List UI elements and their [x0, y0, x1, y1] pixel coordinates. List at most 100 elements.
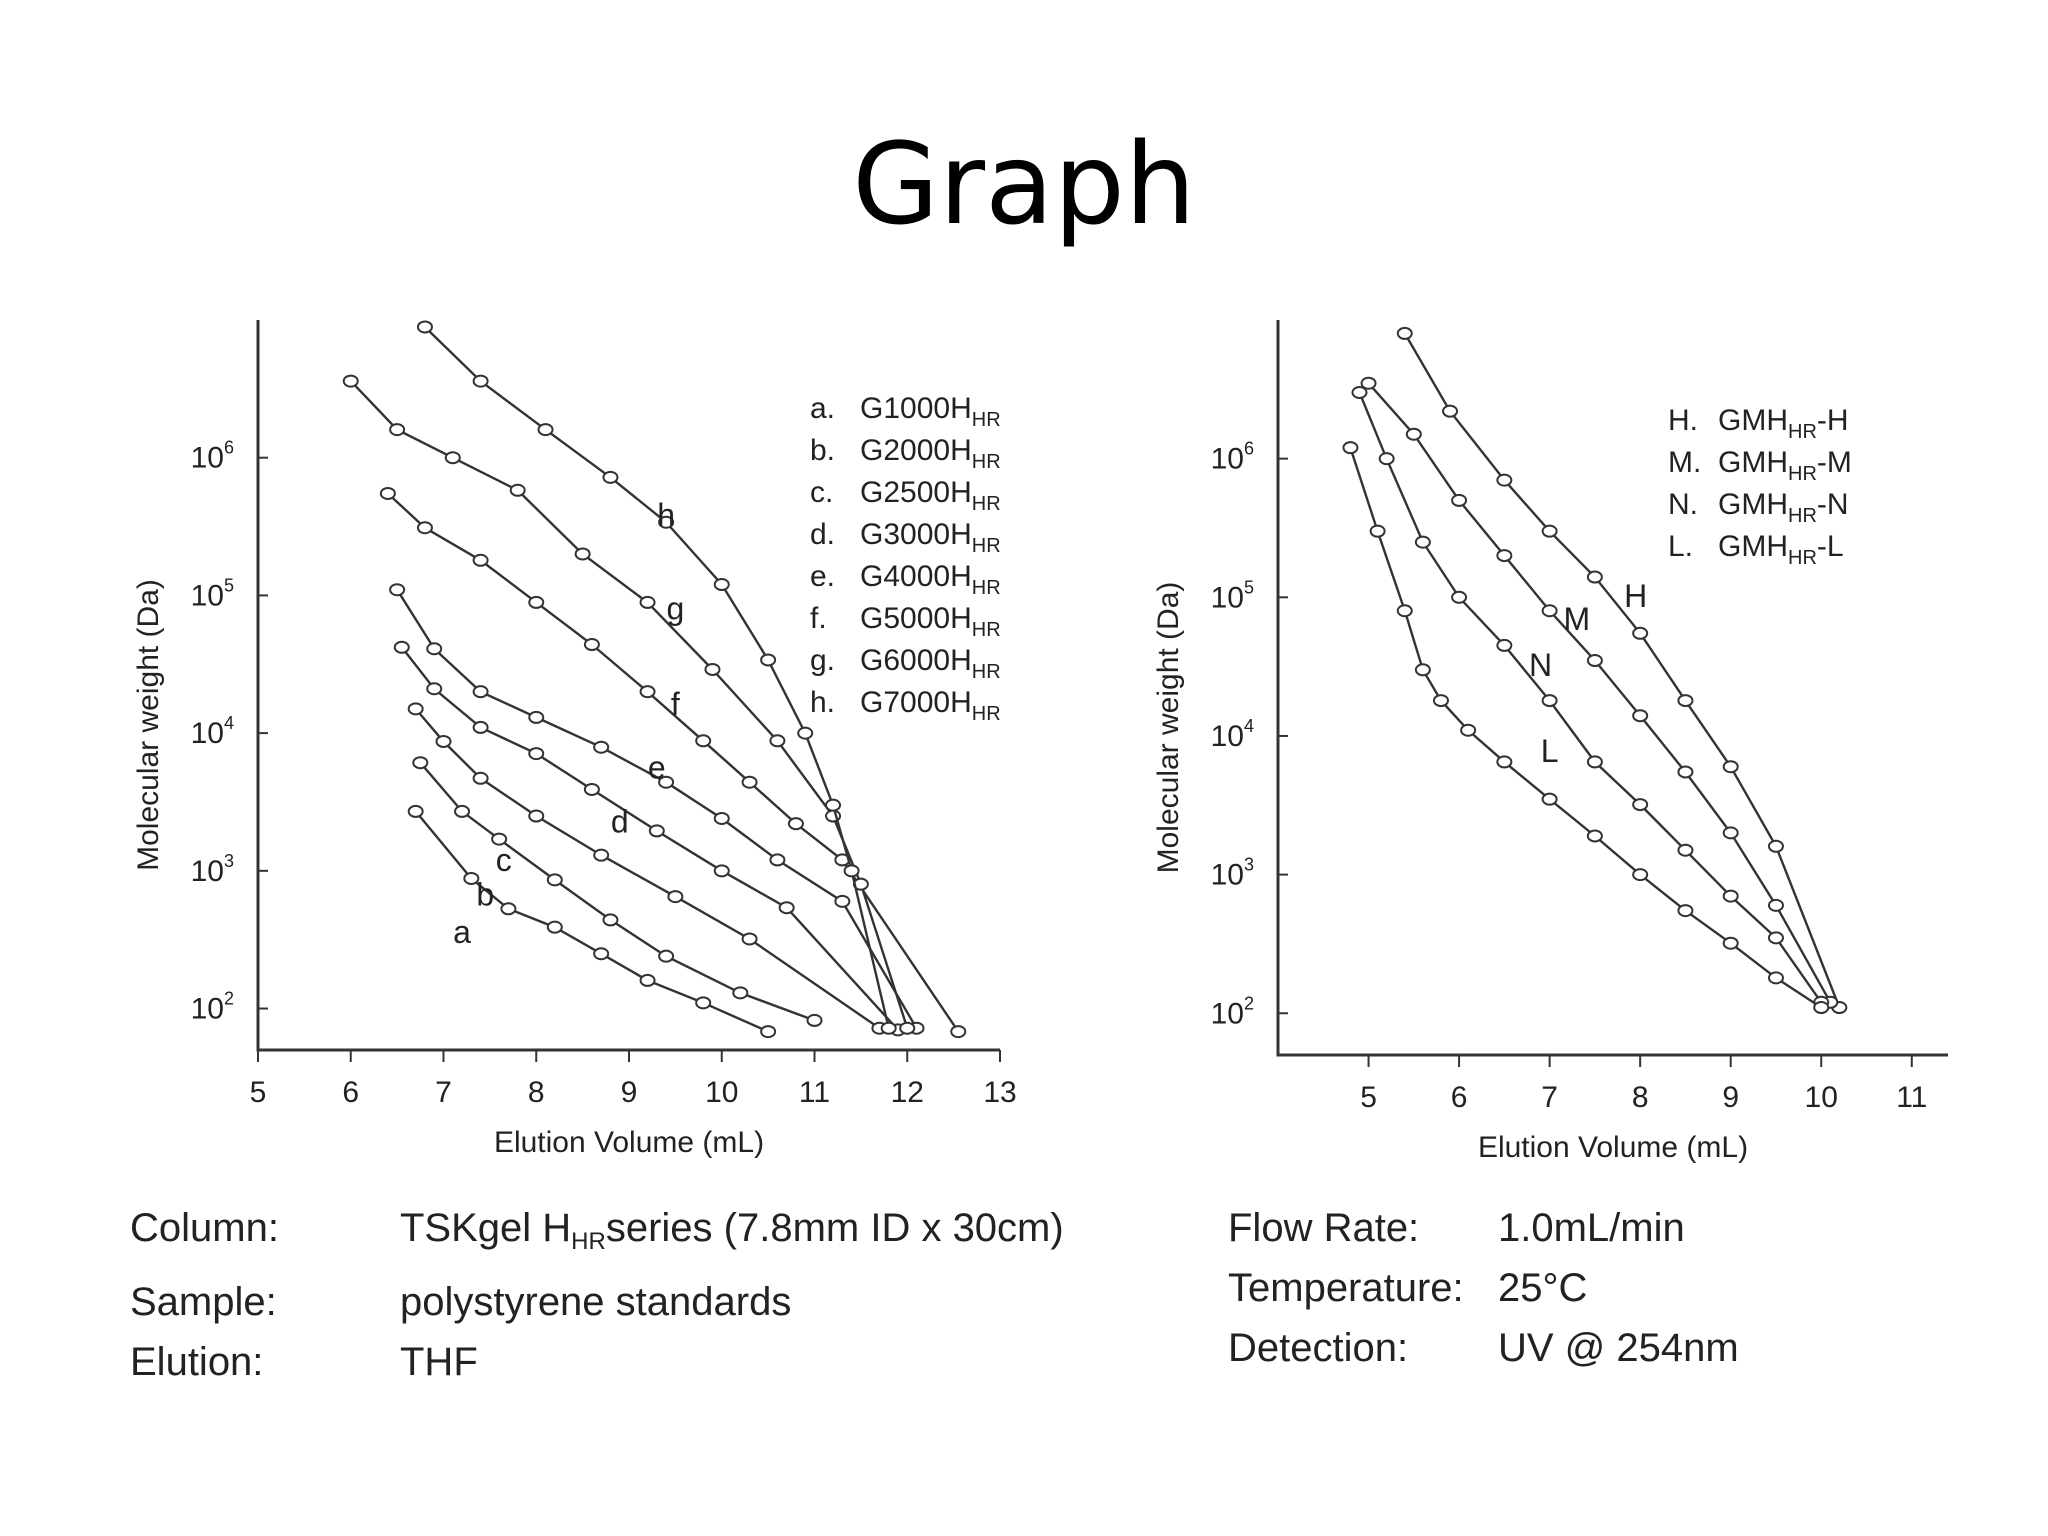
x-axis-title: Elution Volume (mL) [1478, 1131, 1748, 1164]
legend-key: h. [810, 686, 835, 719]
temperature-value: 25°C [1498, 1266, 1588, 1310]
legend-entry: G6000HHR [860, 644, 1001, 683]
series-label-h: h [657, 497, 675, 533]
legend-key: a. [810, 392, 835, 425]
data-point-c [528, 809, 545, 823]
data-point-H [1767, 839, 1784, 853]
data-point-c [741, 932, 758, 946]
series-a: a [407, 804, 777, 1039]
data-point-L [1460, 723, 1477, 737]
x-tick-label: 5 [250, 1076, 267, 1109]
data-point-H [1722, 760, 1739, 774]
data-point-L [1396, 604, 1413, 618]
data-point-g [899, 1021, 916, 1035]
data-point-h [797, 726, 814, 740]
column-row: Column: TSKgel HHRseries (7.8mm ID x 30c… [130, 1198, 1064, 1272]
data-point-H [1442, 404, 1459, 418]
y-tick-label: 106 [1211, 439, 1254, 476]
data-point-f [787, 817, 804, 831]
legend-entry: G3000HHR [860, 518, 1001, 557]
series-line-e [396, 589, 918, 1029]
sample-value: polystyrene standards [400, 1280, 792, 1324]
data-point-N [1351, 385, 1368, 399]
series-e: e [389, 583, 925, 1035]
y-tick-label: 103 [191, 851, 234, 888]
data-point-L [1432, 694, 1449, 708]
series-line-b [419, 761, 815, 1022]
data-point-L [1722, 936, 1739, 950]
data-point-a [593, 947, 610, 961]
data-point-L [1342, 441, 1359, 455]
data-point-h [713, 578, 730, 592]
data-point-H [1396, 326, 1413, 340]
data-point-M [1677, 765, 1694, 779]
data-point-b [732, 986, 749, 1000]
data-point-L [1541, 792, 1558, 806]
data-point-h [416, 320, 433, 334]
legend-key: c. [810, 476, 833, 509]
series-label-g: g [666, 590, 684, 626]
series-h: h [416, 320, 897, 1035]
column-key: Column: [130, 1206, 279, 1250]
elution-row: Elution: THF [130, 1332, 1064, 1392]
data-point-a [500, 902, 517, 916]
slide-title: Graph [852, 120, 1196, 250]
data-point-c [435, 734, 452, 748]
data-point-g [509, 483, 526, 497]
data-point-g [639, 595, 656, 609]
data-point-N [1414, 535, 1431, 549]
data-point-c [593, 848, 610, 862]
y-tick-label: 102 [191, 989, 234, 1026]
data-point-h [537, 423, 554, 437]
data-point-h [843, 864, 860, 878]
data-point-c [667, 890, 684, 904]
data-point-L [1586, 829, 1603, 843]
legend-key: H. [1668, 404, 1698, 437]
data-point-f [472, 553, 489, 567]
data-point-b [806, 1013, 823, 1027]
x-tick-label: 11 [799, 1076, 830, 1109]
data-point-f [528, 595, 545, 609]
data-point-e [389, 583, 406, 597]
temperature-key: Temperature: [1228, 1266, 1464, 1310]
data-point-M [1405, 427, 1422, 441]
data-point-H [1496, 473, 1513, 487]
x-tick-label: 9 [1722, 1081, 1739, 1114]
data-point-N [1378, 452, 1395, 466]
data-point-f [379, 486, 396, 500]
x-tick-label: 10 [705, 1076, 738, 1109]
y-axis-title: Molecular weight (Da) [132, 579, 165, 871]
data-point-a [695, 996, 712, 1010]
data-point-d [528, 747, 545, 761]
data-point-e [834, 894, 851, 908]
sample-row: Sample: polystyrene standards [130, 1272, 1064, 1332]
data-point-H [1586, 570, 1603, 584]
data-point-h [472, 374, 489, 388]
data-point-H [1632, 626, 1649, 640]
series-label-M: M [1563, 601, 1590, 637]
data-point-e [593, 740, 610, 754]
legend-entry: GMHHR-M [1718, 446, 1852, 485]
series-label-d: d [611, 803, 629, 839]
data-point-N [1451, 590, 1468, 604]
column-value-prefix: TSKgel H [400, 1206, 572, 1250]
data-point-f [416, 521, 433, 535]
data-point-H [1677, 694, 1694, 708]
data-point-L [1414, 663, 1431, 677]
column-value-sub: HR [571, 1228, 606, 1255]
y-tick-label: 104 [191, 713, 234, 750]
legend-key: e. [810, 560, 835, 593]
legend-key: g. [810, 644, 835, 677]
y-tick-label: 103 [1211, 855, 1254, 892]
series-b: b [412, 756, 823, 1027]
data-point-g [342, 374, 359, 388]
x-axis-title: Elution Volume (mL) [494, 1126, 764, 1159]
data-point-N [1722, 889, 1739, 903]
conditions-right: Flow Rate: 1.0mL/min Temperature: 25°C D… [1228, 1198, 1739, 1378]
legend-entry: G4000HHR [860, 560, 1001, 599]
data-point-h [658, 515, 675, 529]
data-point-d [648, 824, 665, 838]
y-tick-label: 105 [1211, 577, 1254, 614]
legend-entry: G1000HHR [860, 392, 1001, 431]
